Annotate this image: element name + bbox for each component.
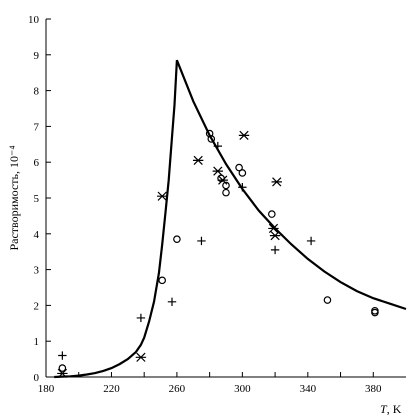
y-tick-label: 4: [34, 229, 40, 241]
x-tick-label: 220: [103, 383, 120, 395]
x-tick-label: 180: [38, 383, 55, 395]
y-tick-label: 8: [34, 86, 40, 98]
asterisk-point: [192, 155, 204, 166]
data-marks: [57, 129, 379, 379]
circle-point: [235, 163, 243, 172]
solubility-curve: [54, 59, 407, 379]
y-tick-label: 9: [34, 50, 40, 62]
circle-point: [222, 181, 230, 190]
y-tick-label: 10: [28, 14, 40, 26]
circle-point: [158, 276, 166, 285]
plus-point: [197, 236, 206, 246]
x-tick-label: 260: [169, 383, 186, 395]
x-axis-title: T, K: [380, 402, 402, 416]
x-axis-title-var: T: [380, 402, 388, 416]
y-tick-label: 0: [34, 372, 40, 384]
circle-point: [222, 188, 230, 197]
plus-point: [238, 183, 247, 192]
y-tick-label: 7: [34, 121, 40, 133]
circle-point: [371, 308, 379, 317]
x-tick-label: 340: [300, 383, 317, 395]
asterisk-point: [156, 191, 168, 201]
circle-point: [268, 210, 276, 218]
plus-point: [136, 313, 146, 323]
asterisk-point: [57, 368, 68, 379]
y-tick-label: 6: [34, 157, 40, 169]
y-tick-label: 1: [34, 336, 40, 348]
circle-point: [323, 296, 332, 304]
circle-point: [58, 364, 67, 372]
asterisk-point: [269, 230, 281, 241]
circle-point: [205, 129, 214, 138]
x-tick-label: 300: [234, 383, 251, 395]
plus-point: [213, 141, 223, 151]
asterisk-point: [212, 166, 224, 176]
ticks: 180 220 260 300 340 380 0 1 2 3 4 5 6 7 8 9 10: [28, 14, 382, 395]
plus-point: [58, 351, 67, 360]
asterisk-point: [268, 223, 279, 234]
asterisk-point: [271, 177, 282, 187]
circle-point: [173, 235, 181, 243]
x-axis-title-unit: , K: [387, 402, 402, 416]
y-tick-label: 5: [34, 193, 40, 205]
plus-point: [306, 236, 316, 246]
curve-layer: [54, 59, 407, 379]
circle-point: [238, 169, 247, 177]
asterisk-point: [135, 352, 147, 362]
x-tick-label: 380: [365, 383, 382, 395]
asterisk-point: [217, 175, 228, 185]
y-tick-label: 3: [34, 265, 40, 277]
plus-point: [167, 297, 177, 307]
asterisk-point: [238, 130, 250, 140]
circle-point: [207, 135, 216, 143]
axes: [45, 19, 406, 378]
y-tick-label: 2: [34, 300, 40, 312]
y-axis-title: Растворимость, 10⁻⁴: [7, 145, 21, 250]
plus-point: [270, 245, 280, 255]
